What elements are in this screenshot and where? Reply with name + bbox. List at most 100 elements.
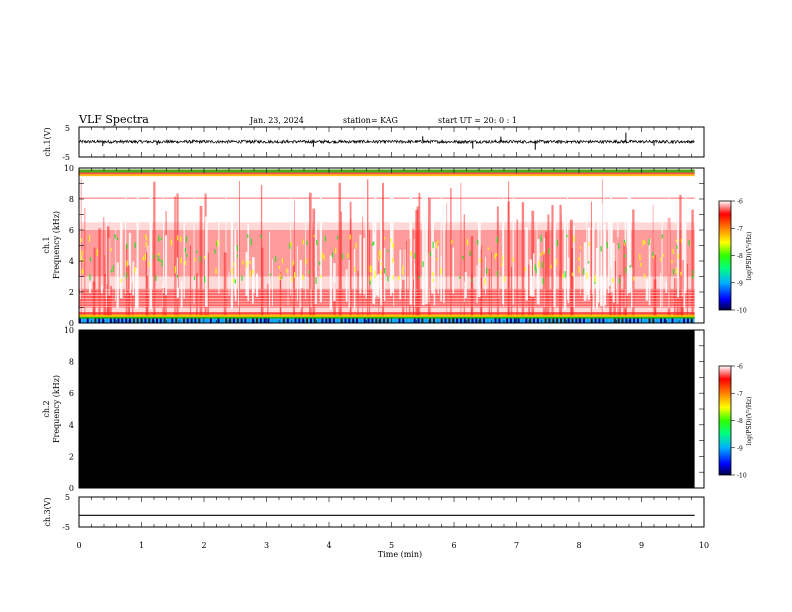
ch1-spectrogram-speckle [451,240,453,244]
ch1-spectrogram-lowband-cell [136,318,139,323]
ch1-spectrogram-burst [623,242,626,316]
ch1-spectrogram-gap [290,187,292,295]
colorbar-ch2-tick-label: -6 [737,364,743,371]
ch1-spectrogram-speckle [373,241,375,245]
colorbar-ch1-tick-label: -8 [737,253,743,260]
ch1-spectrogram-speckle [688,240,690,246]
ch1-spectrogram-lowband-cell [332,318,335,323]
ch1-spectrogram-speckle [319,261,321,265]
ch1-spectrogram-speckle [418,276,420,279]
ch1-spectrogram-lowband-cell [363,318,366,323]
ch1-spectrogram-gap [573,226,575,308]
ch1-spectrogram-lowband-cell [113,318,116,323]
ch1-spectrogram-burst [480,249,482,316]
ch1-spectrogram-speckle [321,252,323,259]
ch1-spectrogram-speckle [477,240,479,245]
ch1-spectrogram-lowband-cell [433,318,435,323]
ch1-spectrogram-lowband-cell [198,318,201,323]
ch1-spectrogram-speckle [316,240,318,246]
ch1-spectrogram-gap [452,247,455,294]
ch1-spectrogram-lowband-cell [125,318,128,323]
ch1-spectrogram-speckle [148,261,150,267]
ch1-spectrogram-lowband-cell [371,318,374,323]
ch1-spectrogram-ticks: 0 2 4 6 8 10 [64,164,705,328]
ch1-spectrogram-speckle [524,267,526,272]
ch1-spectrogram-speckle [484,278,486,285]
ch1-spectrogram-burst [570,219,573,316]
ch1-spectrogram-burst [559,204,562,316]
ch1-spectrogram-speckle [286,268,288,273]
ch1-spectrogram-speckle [231,267,233,275]
ch1-spectrogram-lowband-cell [121,318,124,323]
ch1-spectrogram-burst [412,228,414,316]
ch1-spectrogram-lowband-cell [513,318,516,323]
ch1-spectrogram-speckle [391,257,394,264]
ch1-spectrogram-lowband-cell [348,318,351,323]
ch1-spectrogram-speckle [369,275,371,281]
ch1-spectrogram-speckle [112,265,114,273]
ch1-spectrogram-lowband-cell [425,318,428,323]
ch1-spectrogram-speckle [692,274,694,279]
ch1-spectrogram-lowband-cell [209,318,212,323]
colorbar-ch2-tick-label: -8 [737,418,743,425]
ch1-spectrogram-lowband-cell [671,318,674,323]
ch1-spectrogram-gap [681,220,683,297]
ch1-spectrogram-lowband-cell [202,318,205,323]
ch1-spectrogram-lowband-cell [402,318,405,323]
figure-header: VLF Spectra Jan. 23, 2024 station= KAG s… [78,113,517,126]
ch1-spectrogram-gap [591,227,593,294]
ch1-spectrogram-speckle [676,245,678,250]
ch1-spectrogram-lowband-cell [229,318,232,323]
ch1-spectrogram-lowband-cell [379,318,382,323]
ch1-spectrogram-gap [234,228,237,296]
ch1-spectrogram-gap [626,207,628,296]
colorbar-ch2: -6 -7 -8 -9 -10 log(PSD)(V²/Hz) [718,364,753,480]
ch1-spectrogram-burst [131,283,134,316]
ch1-spectrogram-lowband-cell [436,318,439,323]
ch1-spectrogram-burst [674,278,676,316]
ch1-spectrogram-burst [510,266,513,316]
ch1-spectrogram-lowband-cell [259,318,262,323]
time-axis-tick-label: 3 [264,541,269,550]
ch1-spectrogram-gap [373,232,376,305]
ch1-spectrogram-band-top-accent [79,169,695,173]
ch1-spectrogram-burst [460,182,462,316]
time-axis-label: Time (min) [378,550,422,559]
ch1-spectrogram-speckle [629,264,631,268]
ch1-spectrogram-speckle [652,252,654,257]
ch1-spectrogram-speckle [110,248,112,252]
ch1-spectrogram-lowband-cell [575,318,578,323]
ch1-spectrogram-lowband-cell [621,318,624,323]
ch1-spectrogram-gap [433,242,436,306]
ch1-spectrogram-burst [349,201,352,316]
ch1-spectrogram-gap [287,269,289,306]
ch1-spectrogram-speckle [236,245,239,252]
ch1-spectrogram-burst [406,241,407,316]
ch1-spectrogram-lowband-cell [344,318,347,323]
ch1-spectrogram-speckle [120,278,122,283]
ch1-spectrogram-speckle [692,270,694,274]
ch1-spectrogram-speckle [249,260,251,264]
ch1-spectrogram-lowband-cell [667,318,670,323]
ch1-spectrogram-speckle [633,276,635,281]
ch1-spectrogram-burst [199,206,203,316]
ch1-spectrogram-lowband-cell [560,318,562,323]
ch1-spectrogram-speckle [573,235,575,242]
ch1-spectrogram-burst [174,196,176,316]
ch1-spectrogram-speckle [673,268,675,275]
ch1-spectrogram-gap [525,227,528,301]
ch1-spectrogram-lowband-cell [98,318,101,323]
start-ut-label: start UT = 20: 0 : 1 [438,116,517,125]
ch1-spectrogram-speckle [184,260,186,266]
ch1-spectrogram-speckle [349,234,351,240]
ch1-spectrogram-gap [365,197,367,299]
ch1-spectrogram-speckle [648,238,650,246]
ch1-spectrogram-gap [425,284,428,293]
ch1-spectrogram-speckle [324,235,326,242]
ch1-spectrogram-speckle [308,270,311,274]
ch1-spectrogram-lowband-cell [475,318,478,323]
ch1-spectrogram-speckle [305,258,307,265]
ch1-spectrogram-lowband-cell [409,318,412,323]
time-axis-tick-label: 4 [326,541,331,550]
ch1-spectrogram-gap [218,204,220,294]
